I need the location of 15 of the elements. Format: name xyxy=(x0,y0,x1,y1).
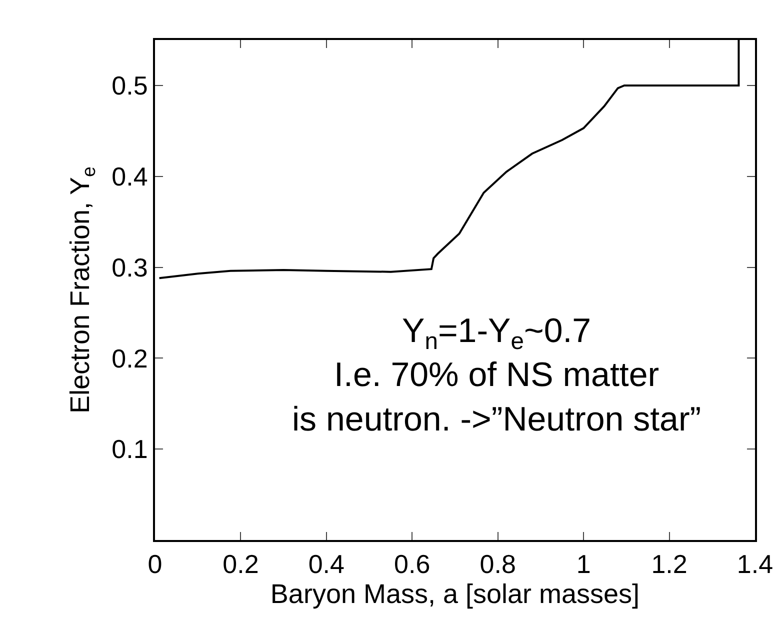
y-tick-label: 0.1 xyxy=(112,434,148,464)
x-axis-title: Baryon Mass, a [solar masses] xyxy=(270,579,640,610)
x-tick-label: 0.6 xyxy=(394,549,430,580)
x-tick-label: 0.8 xyxy=(480,549,516,580)
y-tick-label: 0.2 xyxy=(112,343,148,374)
y-tick-label: 0.3 xyxy=(112,252,148,282)
annotation: Y$_{n}$=1-Y$_{e}$~0.7 I.e. 70% of NS matter is neutron. ->”Neutron star” xyxy=(292,312,702,438)
x-tick-label: 1.2 xyxy=(651,549,688,580)
y-tick-label: 0.4 xyxy=(112,161,148,192)
x-tick-label: 0 xyxy=(148,549,162,580)
x-tick-label: 1 xyxy=(576,549,591,580)
x-tick-label: 0.2 xyxy=(222,549,259,580)
x-tick-label: 1.4 xyxy=(736,549,774,580)
x-tick-label: 0.4 xyxy=(308,549,345,580)
y-tick-label: 0.5 xyxy=(112,70,148,101)
